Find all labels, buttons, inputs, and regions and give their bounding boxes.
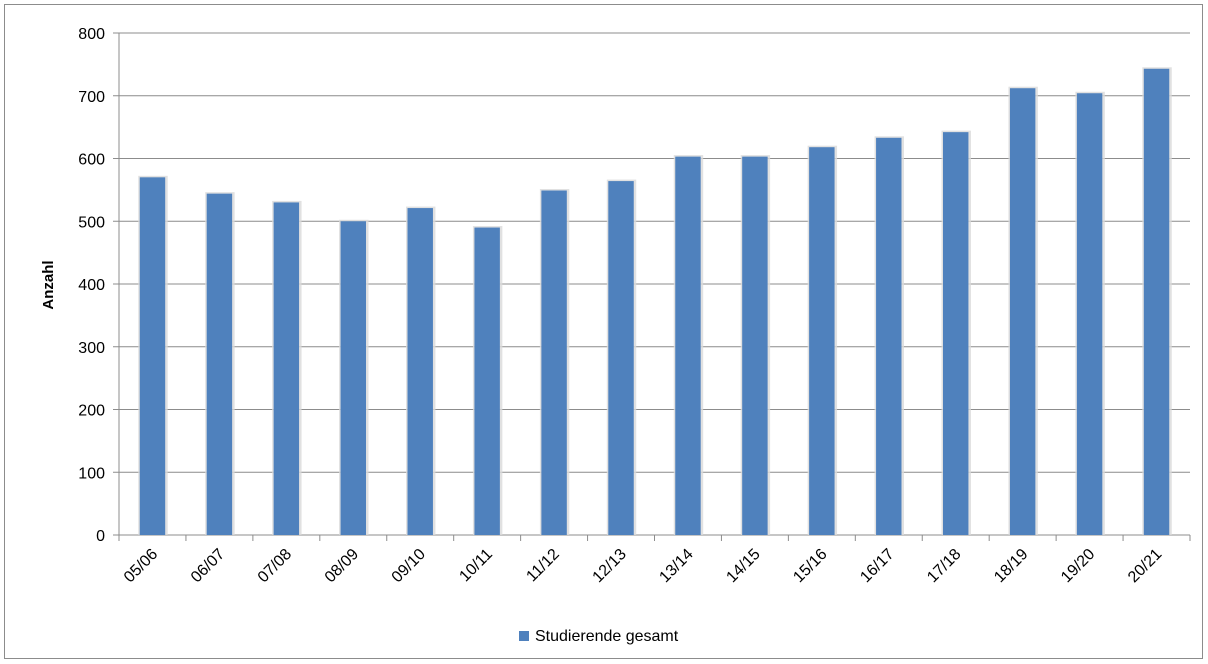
bar [608,181,634,535]
y-tick-label: 100 [78,465,105,482]
bar [1009,88,1036,535]
y-tick-label: 500 [78,214,105,231]
x-tick-label: 06/07 [188,546,228,586]
chart-frame [4,4,1203,659]
y-tick-label: 0 [96,528,105,545]
x-tick-label: 05/06 [121,546,161,586]
bar [1143,68,1170,535]
bar [407,208,433,535]
x-tick-labels: 05/06 06/07 07/08 08/09 09/10 10/11 11/12 12/13… [121,546,1165,586]
bar [943,132,969,535]
bar [206,193,233,535]
y-tick-label: 400 [78,277,105,294]
x-tick-label: 12/13 [590,546,630,586]
bar [474,227,500,535]
y-tick-label: 800 [78,26,105,43]
x-tick-label: 10/11 [456,546,496,586]
x-tick-label: 13/14 [656,546,696,586]
x-tick-label: 09/10 [389,546,429,586]
x-tick-label: 16/17 [857,546,897,586]
y-tick-label: 200 [78,403,105,420]
y-axis-title: Anzahl [40,260,57,309]
x-tick-label: 17/18 [924,546,964,586]
bar [139,177,166,535]
x-tick-label: 19/20 [1058,546,1098,586]
bar [340,221,366,535]
bar [809,147,835,535]
bar [742,156,768,535]
legend: Studierende gesamt [519,628,679,645]
bar [541,190,567,535]
x-tick-label: 18/19 [991,546,1031,586]
legend-swatch [519,631,529,641]
legend-label: Studierende gesamt [535,628,679,645]
y-tick-labels: 0 100 200 300 400 500 600 700 800 [78,26,105,545]
bar [273,202,300,536]
x-tick-label: 20/21 [1125,546,1165,586]
bars [138,67,1172,536]
y-tick-label: 600 [78,152,105,169]
y-tick-label: 700 [78,89,105,106]
bar [1076,93,1103,536]
y-tick-label: 300 [78,340,105,357]
x-tick-label: 08/09 [322,546,362,586]
x-tick-label: 14/15 [723,546,763,586]
x-tick-label: 11/12 [523,546,563,586]
x-tick-label: 15/16 [790,546,830,586]
bar [876,137,902,536]
x-tick-label: 07/08 [255,546,295,586]
bar [675,156,701,535]
